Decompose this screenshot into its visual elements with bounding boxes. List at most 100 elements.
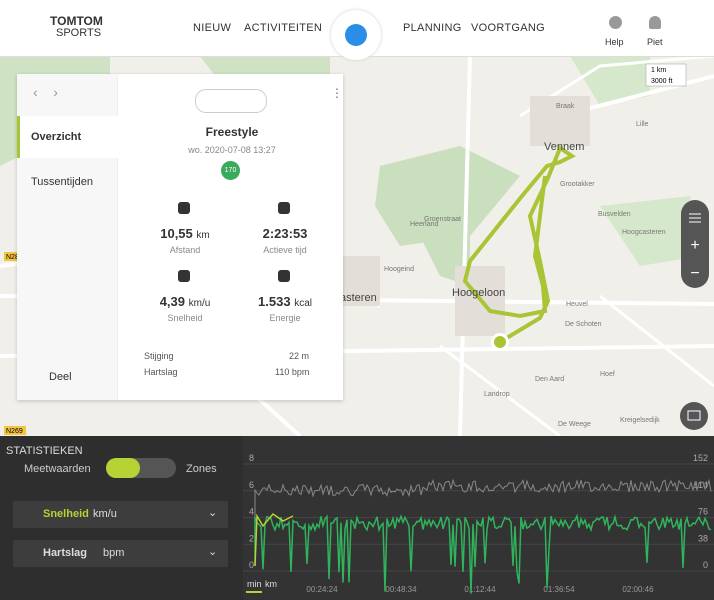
decor-rect	[681, 200, 709, 288]
map-label: Lille	[636, 121, 649, 128]
decor-div	[17, 116, 120, 158]
stat-number: 2:23:53	[262, 226, 308, 241]
stat-icon	[278, 202, 290, 214]
y-tick-label: 8	[249, 453, 254, 463]
y-tick-label: 2	[249, 533, 254, 543]
header: TOMTOM SPORTS NIEUW ACTIVITEITEN PLANNIN…	[0, 0, 714, 60]
speed-trace	[254, 513, 712, 594]
scale: 1 km	[651, 67, 666, 74]
y-tick-label: 4	[249, 507, 254, 517]
x-unit: km	[265, 579, 277, 589]
x-tick-label: 01:12:44	[464, 585, 496, 594]
nav-item[interactable]: NIEUW	[193, 22, 232, 34]
x-tick-label: 00:24:24	[306, 585, 338, 594]
map-label: Grootakker	[560, 181, 595, 188]
decor-rect	[530, 96, 590, 146]
map-label: Kreigelsedijk	[620, 417, 660, 424]
stat-value: 4,39 km/u	[130, 294, 240, 309]
logo: TOMTOM	[50, 14, 103, 28]
user[interactable]: Piet	[647, 37, 663, 47]
x-tick-label: 01:36:54	[543, 585, 575, 594]
metric-select[interactable]: Hartslag bpm ⌄	[13, 540, 228, 567]
decor-path	[689, 213, 701, 223]
activity-title: Freestyle	[205, 125, 259, 139]
route	[462, 144, 576, 344]
decor-circle	[494, 336, 506, 348]
detail-label: Hartslag	[144, 367, 178, 377]
decor-rect	[687, 410, 701, 421]
stat-icon	[178, 202, 190, 214]
map-label: Hoogcasteren	[622, 229, 666, 236]
decor-div	[609, 16, 622, 29]
stats-title: STATISTIEKEN	[6, 445, 83, 457]
map-label: Hoef	[600, 371, 615, 378]
decor-g: Braak Lille Vennem Grootakker Busvelden Hoogc…	[340, 103, 666, 428]
toggle[interactable]	[106, 458, 176, 478]
y2-tick-label: 38	[698, 533, 708, 543]
map-label: asteren	[340, 292, 377, 304]
decor-path	[375, 146, 520, 246]
decor-path	[570, 56, 650, 106]
heart-rate-trace	[254, 478, 712, 566]
map-label: Groenstraat	[424, 216, 461, 223]
decor-div	[345, 24, 367, 46]
decor-text: +	[690, 237, 699, 254]
decor-rect	[4, 252, 22, 261]
stat-icon	[278, 270, 290, 282]
stat-value: 2:23:53	[230, 226, 340, 241]
stat-unit: kcal	[294, 298, 312, 309]
nav-item[interactable]: VOORTGANG	[471, 22, 546, 34]
map-label: De Schoten	[565, 321, 602, 328]
map-label: Heuvel	[566, 301, 588, 308]
decor-path	[600, 196, 700, 266]
stat-unit: km	[196, 230, 210, 241]
stat-number: 1.533	[258, 294, 291, 309]
map-label: Hoogeloon	[452, 287, 505, 299]
map-label: Landrop	[484, 391, 510, 398]
stat-icon	[178, 270, 190, 282]
nav-item[interactable]: ACTIVITEITEN	[244, 22, 323, 34]
badge: 170	[221, 161, 240, 180]
stats-chart: 8 6 4 2 0 152 114 76 38 0 00:24:24 00:48:34 01:12:44…	[243, 436, 714, 600]
decor-div: ‹ ›	[33, 84, 58, 100]
map-label: Den Aard	[535, 376, 564, 383]
stat-label: Snelheid	[167, 313, 203, 323]
tab[interactable]: Overzicht	[31, 131, 82, 143]
stat-label: Afstand	[169, 245, 201, 255]
decor-div	[649, 16, 661, 29]
stat-unit: km/u	[188, 298, 211, 309]
decor-circle	[680, 402, 708, 430]
metric-unit: bpm	[103, 547, 125, 559]
decor-div: ⋮	[331, 86, 343, 100]
map-label: Hoogeind	[384, 266, 414, 273]
decor-span: ⌄	[208, 507, 218, 519]
metric-name: Snelheid	[43, 508, 89, 520]
y2-tick-label: 152	[693, 453, 708, 463]
x-tick-label: 02:00:46	[622, 585, 654, 594]
detail-value: 110 bpm	[275, 367, 310, 377]
share[interactable]: Deel	[49, 371, 72, 383]
stat-label: Actieve tijd	[263, 245, 307, 255]
help[interactable]: Help	[605, 37, 624, 47]
stats-panel: STATISTIEKEN Meetwaarden Zones Snelheid k…	[0, 436, 243, 600]
metric-select[interactable]: Snelheid km/u ⌄	[13, 501, 228, 528]
y2-tick-label: 0	[703, 560, 708, 570]
detail-value: 22 m	[289, 351, 310, 361]
detail-label: Stijging	[144, 351, 174, 361]
record-button[interactable]	[331, 10, 381, 60]
toggle-label: Meetwaarden	[24, 463, 91, 475]
activity-panel: ‹ › Overzicht Tussentijden Deel ⋮ Freest…	[17, 74, 343, 400]
map-label: Heerland	[410, 221, 439, 228]
speed-trace-start	[254, 512, 294, 567]
unit-underline	[246, 591, 262, 593]
stat-value: 1.533 kcal	[230, 294, 340, 309]
road: N284	[6, 254, 23, 261]
nav-item[interactable]: PLANNING	[403, 22, 462, 34]
decor-span: ⌄	[208, 546, 218, 558]
tab[interactable]: Tussentijden	[31, 176, 93, 188]
logo-sub: SPORTS	[56, 27, 102, 39]
decor-rect	[4, 426, 26, 435]
stat-label: Energie	[269, 313, 301, 323]
stat-number: 10,55	[160, 226, 193, 241]
